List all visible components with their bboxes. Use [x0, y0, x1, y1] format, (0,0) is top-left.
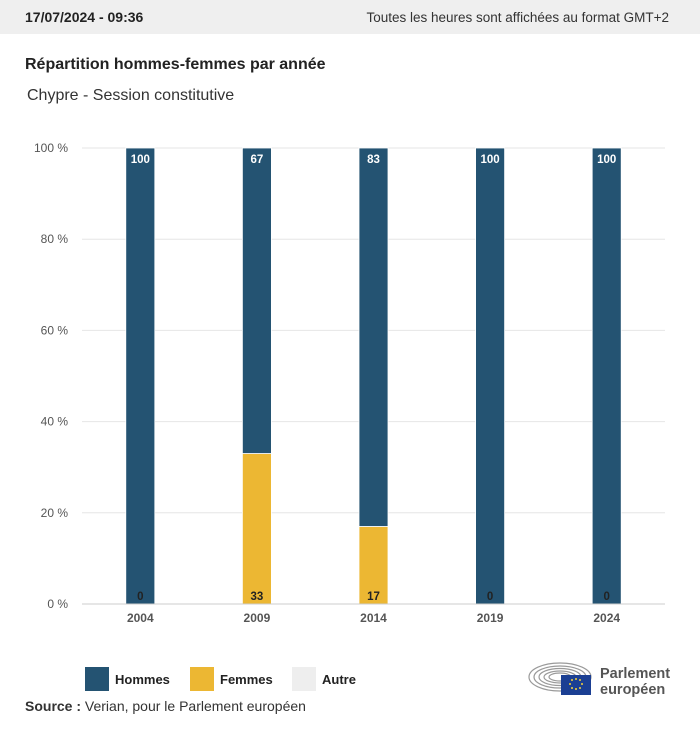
legend-item-femmes: Femmes	[190, 667, 273, 691]
logo-line-2: européen	[600, 682, 666, 698]
bar-hommes-2024	[591, 147, 622, 605]
data-label-femmes: 17	[367, 591, 380, 603]
chart-title: Répartition hommes-femmes par année	[25, 56, 326, 73]
bar-hommes-2014	[358, 147, 389, 527]
timezone-note: Toutes les heures sont affichées au form…	[366, 10, 669, 25]
datetime: 17/07/2024 - 09:36	[25, 9, 144, 25]
legend-label-femmes: Femmes	[220, 671, 273, 687]
x-tick-label: 2019	[477, 611, 504, 625]
legend-item-hommes: Hommes	[85, 667, 170, 691]
x-tick-label: 2024	[593, 611, 620, 625]
legend-swatch-autre	[292, 667, 316, 691]
data-label-femmes: 0	[603, 591, 609, 603]
x-tick-label: 2009	[244, 611, 271, 625]
y-tick-label: 100 %	[34, 141, 68, 155]
european-parliament-logo	[528, 662, 592, 695]
x-tick-label: 2014	[360, 611, 387, 625]
stacked-bar-chart: 0 % 20 % 40 % 60 % 80 % 100 % 100 0 2004 67 33 2009…	[34, 141, 665, 625]
data-label-femmes: 33	[251, 591, 264, 603]
legend-swatch-femmes	[190, 667, 214, 691]
data-label-hommes: 100	[597, 154, 616, 166]
chart-subtitle: Chypre - Session constitutive	[27, 87, 235, 104]
legend-item-autre: Autre	[292, 667, 356, 691]
data-label-hommes: 83	[367, 154, 380, 166]
data-label-femmes: 0	[487, 591, 493, 603]
data-label-hommes: 100	[131, 154, 150, 166]
data-label-femmes: 0	[137, 591, 143, 603]
bar-femmes-2009	[241, 453, 272, 605]
y-tick-label: 80 %	[41, 232, 69, 246]
top-bar: 17/07/2024 - 09:36 Toutes les heures son…	[0, 0, 700, 34]
bar-hommes-2019	[475, 147, 506, 605]
legend-swatch-hommes	[85, 667, 109, 691]
y-tick-label: 60 %	[41, 323, 69, 337]
logo-line-1: Parlement	[600, 666, 671, 682]
legend-label-hommes: Hommes	[115, 671, 170, 687]
bar-hommes-2004	[125, 147, 156, 605]
logo-text: Parlement européen	[600, 666, 670, 698]
y-tick-label: 20 %	[41, 506, 69, 520]
legend-label-autre: Autre	[322, 671, 356, 687]
y-tick-label: 40 %	[41, 415, 69, 429]
data-label-hommes: 100	[481, 154, 500, 166]
x-tick-label: 2004	[127, 611, 154, 625]
bar-hommes-2009	[241, 147, 272, 454]
source-text: Verian, pour le Parlement européen	[84, 698, 306, 714]
source-note: Source : Verian, pour le Parlement europ…	[25, 698, 306, 714]
y-tick-label: 0 %	[47, 597, 68, 611]
source-label: Source :	[25, 698, 82, 714]
data-label-hommes: 67	[251, 154, 264, 166]
